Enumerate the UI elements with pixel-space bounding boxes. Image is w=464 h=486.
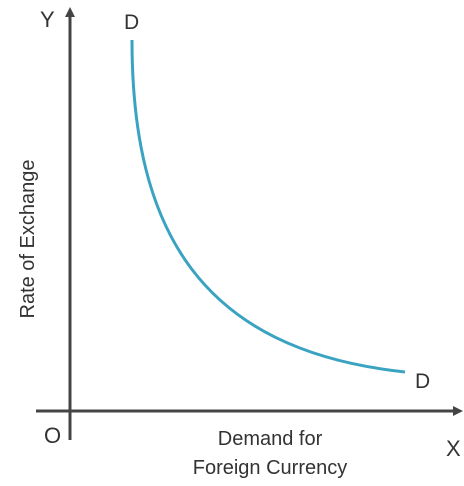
y-axis-letter: Y [40,7,55,32]
origin-label: O [44,423,61,448]
demand-curve [130,39,406,374]
x-axis-title-line-2: Foreign Currency [193,457,348,479]
x-axis-title-line-1: Demand for [218,428,323,450]
y-axis-title: Rate of Exchange [17,160,39,319]
x-axis-letter: X [446,436,461,461]
curve-end-label: D [415,370,430,393]
curve-start-label: D [124,11,139,34]
